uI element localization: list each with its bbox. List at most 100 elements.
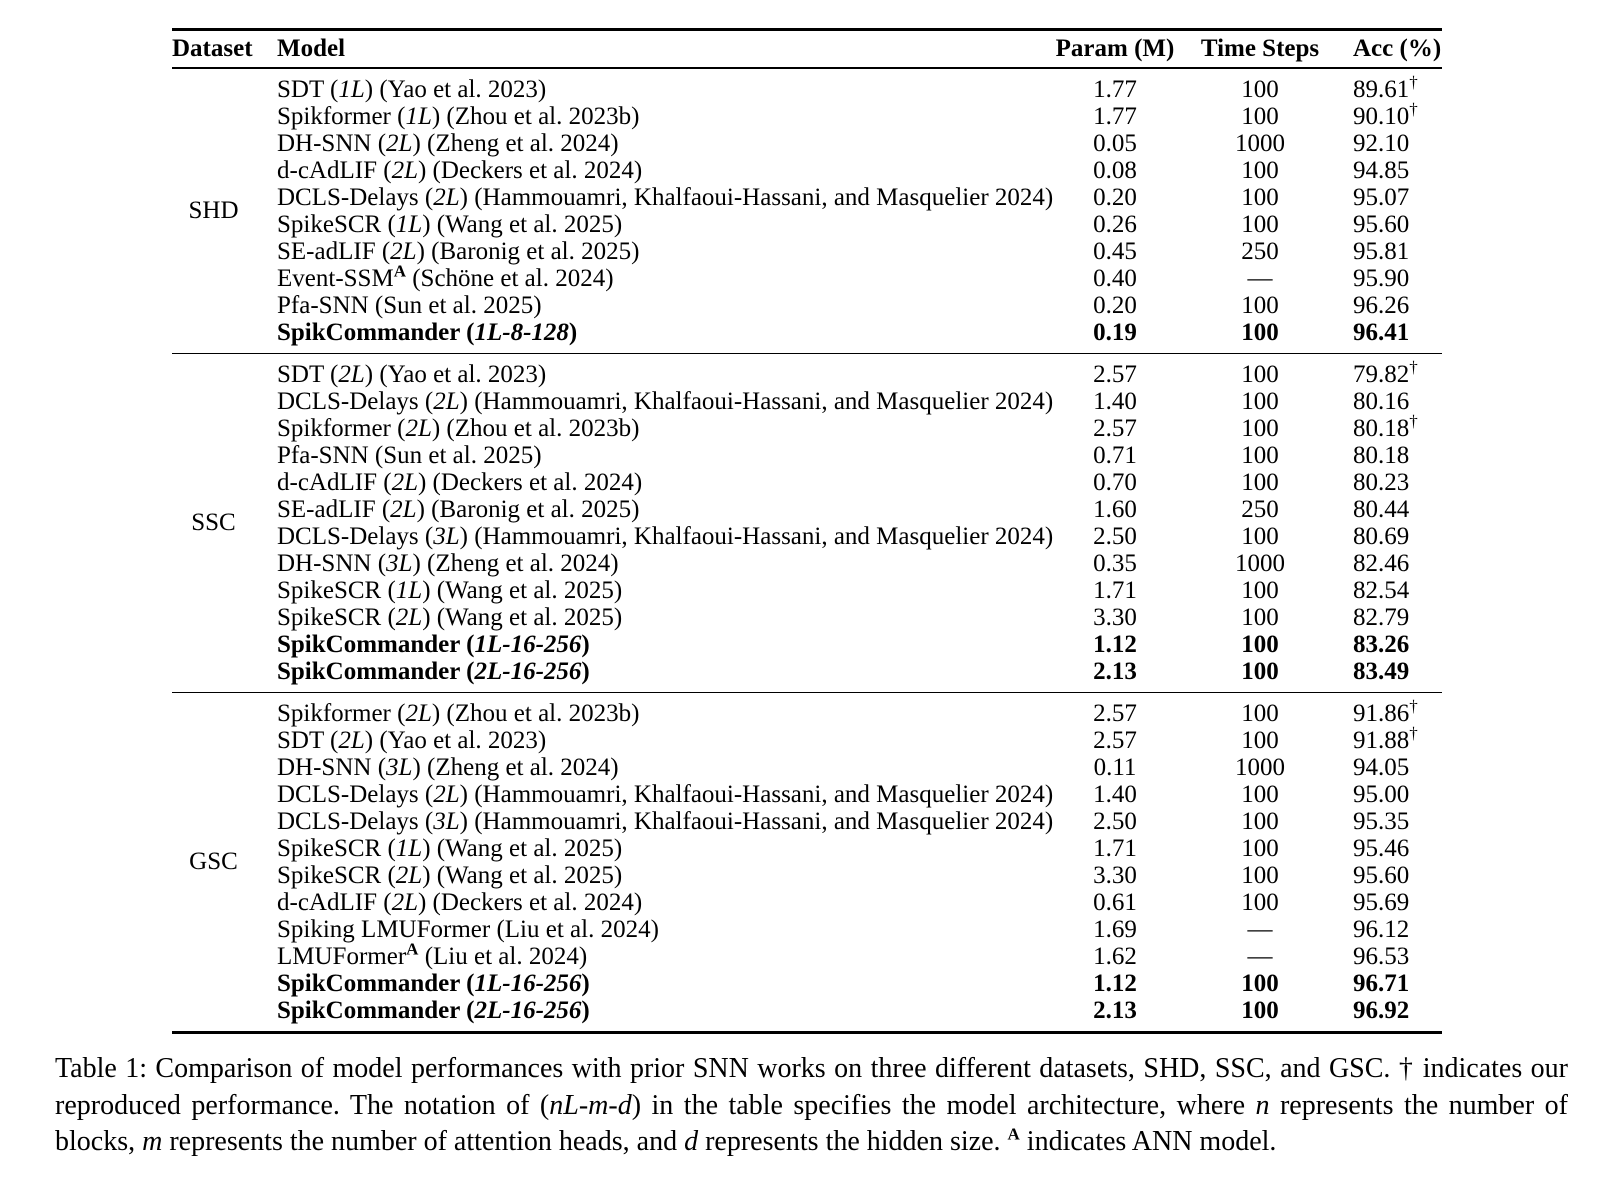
- param-cell: 0.20: [1093, 292, 1137, 319]
- param-cell: 0.08: [1093, 157, 1137, 184]
- accuracy-value: 91.86: [1353, 700, 1410, 727]
- table-row: SpikCommander (2L-16-256) 2.13 100 96.92: [277, 997, 1442, 1024]
- model-cell: Spiking LMUFormer (Liu et al. 2024): [277, 916, 659, 943]
- model-cell: DCLS-Delays (2L) (Hammouamri, Khalfaoui-…: [277, 388, 1054, 415]
- model-cell: SDT (2L) (Yao et al. 2023): [277, 361, 547, 388]
- accuracy-value: 82.54: [1353, 577, 1410, 604]
- accuracy-value: 95.07: [1353, 184, 1410, 211]
- param-cell: 0.20: [1093, 184, 1137, 211]
- table-section-shd: SHD SDT (1L) (Yao et al. 2023) 1.77 100 89.6…: [172, 69, 1442, 353]
- model-cell: DCLS-Delays (3L) (Hammouamri, Khalfaoui-…: [277, 808, 1054, 835]
- time-steps-cell: 100: [1241, 415, 1279, 442]
- time-steps-cell: 100: [1241, 808, 1279, 835]
- table-row: Spikformer (2L) (Zhou et al. 2023b) 2.57 1…: [277, 413, 1442, 442]
- time-steps-cell: 100: [1241, 76, 1279, 103]
- table-section-gsc: GSC Spikformer (2L) (Zhou et al. 2023b) 2.…: [172, 692, 1442, 1031]
- section-rows: SDT (1L) (Yao et al. 2023) 1.77 100 89.61† S…: [277, 74, 1442, 346]
- param-cell: 3.30: [1093, 862, 1137, 889]
- table-section-ssc: SSC SDT (2L) (Yao et al. 2023) 2.57 100 79.8…: [172, 353, 1442, 692]
- time-steps-cell: 1000: [1235, 130, 1285, 157]
- model-cell: LMUFormerA (Liu et al. 2024): [277, 939, 588, 970]
- accuracy-value: 95.00: [1353, 781, 1410, 808]
- accuracy-value: 95.81: [1353, 238, 1410, 265]
- accuracy-value: 94.85: [1353, 157, 1410, 184]
- accuracy-cell: 82.79: [1330, 604, 1442, 631]
- accuracy-cell: 80.18†: [1330, 413, 1442, 442]
- accuracy-cell: 95.69: [1330, 889, 1442, 916]
- model-cell: SpikCommander (2L-16-256): [277, 658, 590, 685]
- accuracy-cell: 83.49: [1330, 658, 1442, 685]
- param-cell: 2.57: [1093, 727, 1137, 754]
- accuracy-cell: 95.60: [1330, 862, 1442, 889]
- accuracy-value: 80.16: [1353, 388, 1410, 415]
- accuracy-cell: 95.00: [1330, 781, 1442, 808]
- model-cell: Pfa-SNN (Sun et al. 2025): [277, 292, 542, 319]
- param-cell: 0.40: [1093, 265, 1137, 292]
- accuracy-cell: 91.86†: [1330, 698, 1442, 727]
- accuracy-value: 96.53: [1353, 943, 1410, 970]
- param-cell: 0.35: [1093, 550, 1137, 577]
- dagger-marker: †: [1409, 99, 1418, 119]
- model-cell: SpikeSCR (1L) (Wang et al. 2025): [277, 577, 623, 604]
- model-cell: SpikCommander (2L-16-256): [277, 997, 590, 1024]
- table-row: SpikeSCR (1L) (Wang et al. 2025) 1.71 100 8…: [277, 577, 1442, 604]
- time-steps-cell: 100: [1241, 727, 1279, 754]
- column-header-accuracy: Acc (%): [1353, 35, 1442, 62]
- accuracy-value: 95.60: [1353, 862, 1410, 889]
- param-cell: 1.12: [1093, 970, 1137, 997]
- table-header-row: Dataset Model Param (M) Time Steps Acc (…: [172, 31, 1442, 67]
- param-cell: 0.70: [1093, 469, 1137, 496]
- accuracy-value: 82.46: [1353, 550, 1410, 577]
- accuracy-value: 80.23: [1353, 469, 1410, 496]
- accuracy-cell: 96.53: [1330, 943, 1442, 970]
- table-row: DCLS-Delays (3L) (Hammouamri, Khalfaoui-…: [277, 808, 1442, 835]
- model-cell: SE-adLIF (2L) (Baronig et al. 2025): [277, 238, 640, 265]
- table-row: SE-adLIF (2L) (Baronig et al. 2025) 0.45 2…: [277, 238, 1442, 265]
- table-row: SDT (2L) (Yao et al. 2023) 2.57 100 79.82†: [277, 357, 1442, 388]
- accuracy-cell: 83.26: [1330, 631, 1442, 658]
- dataset-label: GSC: [189, 848, 238, 875]
- accuracy-cell: 82.46: [1330, 550, 1442, 577]
- accuracy-value: 80.44: [1353, 496, 1410, 523]
- accuracy-value: 95.69: [1353, 889, 1410, 916]
- time-steps-cell: 100: [1241, 442, 1279, 469]
- table-row: Spiking LMUFormer (Liu et al. 2024) 1.69 —…: [277, 916, 1442, 943]
- param-cell: 1.62: [1093, 943, 1137, 970]
- accuracy-cell: 95.60: [1330, 211, 1442, 238]
- table-row: SpikCommander (1L-16-256) 1.12 100 96.71: [277, 970, 1442, 997]
- model-cell: SDT (2L) (Yao et al. 2023): [277, 727, 547, 754]
- model-cell: DH-SNN (3L) (Zheng et al. 2024): [277, 754, 619, 781]
- time-steps-cell: 1000: [1235, 754, 1285, 781]
- model-cell: DH-SNN (2L) (Zheng et al. 2024): [277, 130, 619, 157]
- accuracy-value: 79.82: [1353, 361, 1410, 388]
- column-header-param: Param (M): [1055, 35, 1175, 62]
- accuracy-cell: 94.85: [1330, 157, 1442, 184]
- accuracy-cell: 96.26: [1330, 292, 1442, 319]
- param-cell: 2.13: [1093, 997, 1137, 1024]
- accuracy-cell: 89.61†: [1330, 74, 1442, 103]
- dagger-marker: †: [1409, 357, 1418, 377]
- time-steps-cell: 1000: [1235, 550, 1285, 577]
- param-cell: 1.40: [1093, 781, 1137, 808]
- table-row: DH-SNN (2L) (Zheng et al. 2024) 0.05 1000 9…: [277, 130, 1442, 157]
- accuracy-cell: 92.10: [1330, 130, 1442, 157]
- model-cell: DH-SNN (3L) (Zheng et al. 2024): [277, 550, 619, 577]
- accuracy-cell: 91.88†: [1330, 723, 1442, 754]
- time-steps-cell: 100: [1241, 700, 1279, 727]
- model-cell: d-cAdLIF (2L) (Deckers et al. 2024): [277, 157, 643, 184]
- table-row: SpikeSCR (2L) (Wang et al. 2025) 3.30 100 9…: [277, 862, 1442, 889]
- table-row: DCLS-Delays (3L) (Hammouamri, Khalfaoui-…: [277, 523, 1442, 550]
- table-row: SpikCommander (1L-16-256) 1.12 100 83.26: [277, 631, 1442, 658]
- accuracy-value: 80.18: [1353, 442, 1410, 469]
- model-cell: d-cAdLIF (2L) (Deckers et al. 2024): [277, 889, 643, 916]
- accuracy-value: 95.46: [1353, 835, 1410, 862]
- accuracy-value: 82.79: [1353, 604, 1410, 631]
- accuracy-value: 83.26: [1353, 631, 1410, 658]
- param-cell: 1.69: [1093, 916, 1137, 943]
- accuracy-value: 80.18: [1353, 415, 1410, 442]
- time-steps-cell: 100: [1241, 523, 1279, 550]
- table-row: SDT (2L) (Yao et al. 2023) 2.57 100 91.88†: [277, 723, 1442, 754]
- time-steps-cell: 250: [1241, 496, 1279, 523]
- time-steps-cell: —: [1247, 943, 1273, 970]
- dagger-marker: †: [1409, 723, 1418, 743]
